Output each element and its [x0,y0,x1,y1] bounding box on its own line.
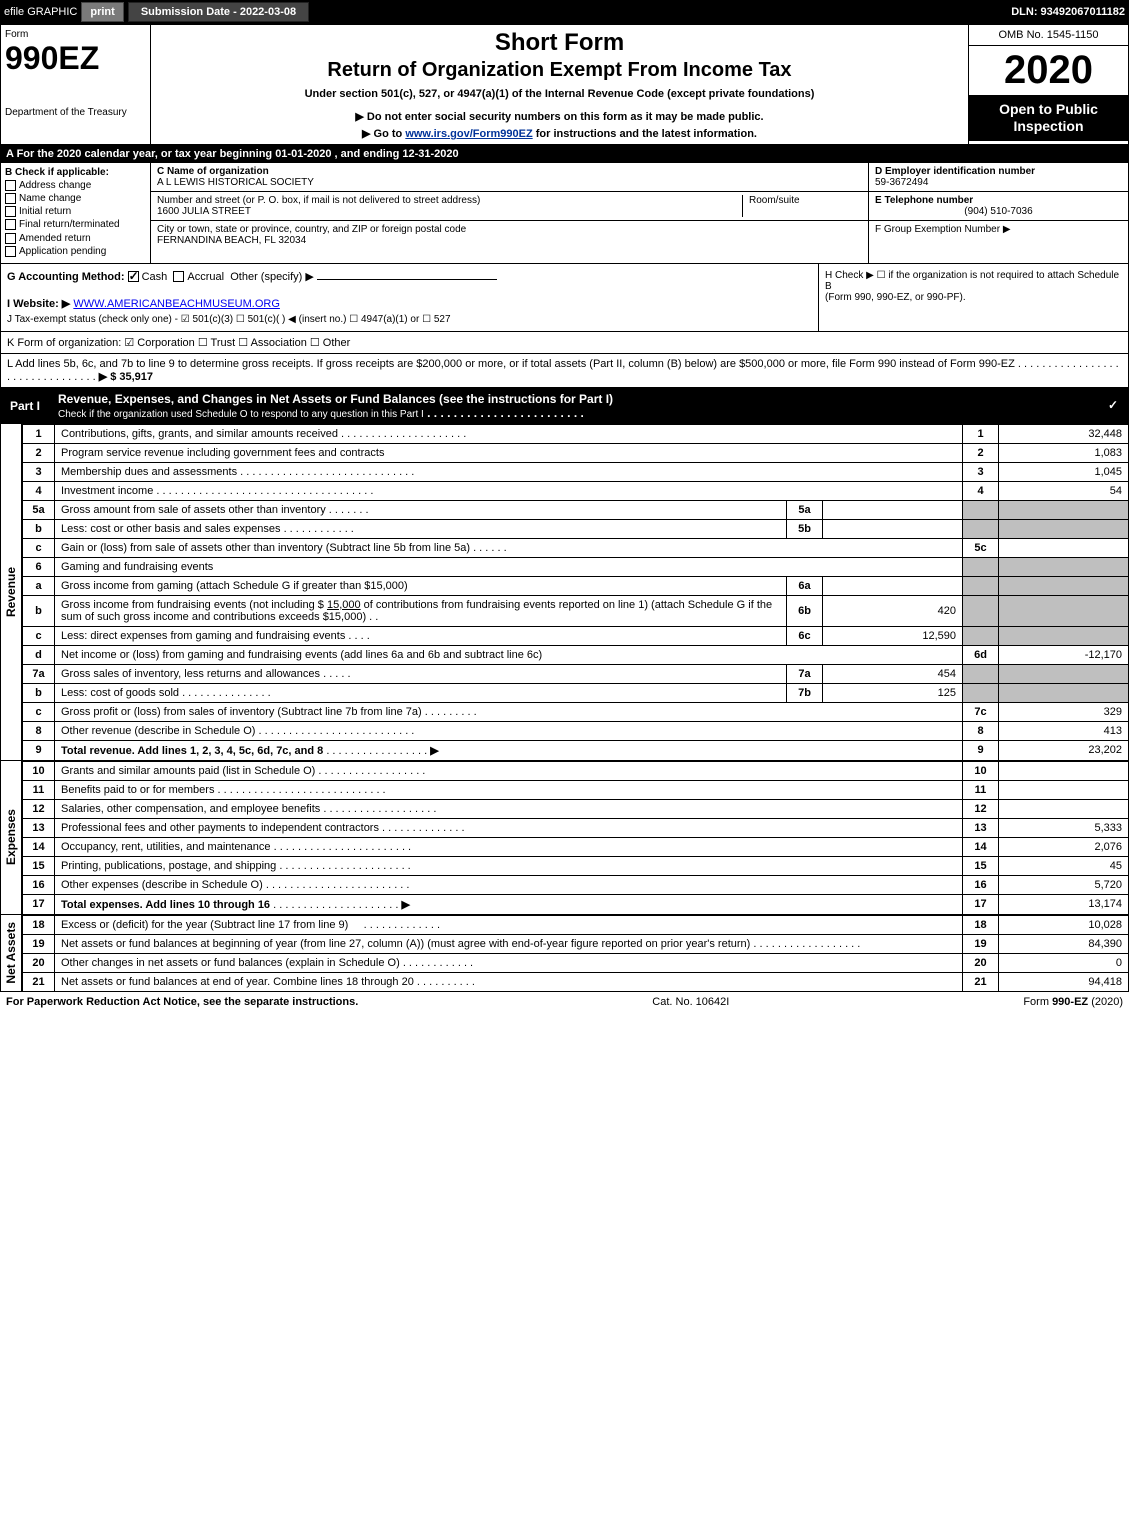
line-20: 20Other changes in net assets or fund ba… [23,953,1129,972]
chk-accrual[interactable] [173,271,184,282]
form-title-2: Return of Organization Exempt From Incom… [159,59,960,82]
line-19: 19Net assets or fund balances at beginni… [23,934,1129,953]
line-1: 1Contributions, gifts, grants, and simil… [23,424,1129,443]
row-l: L Add lines 5b, 6c, and 7b to line 9 to … [0,354,1129,388]
form-header: Form 990EZ Department of the Treasury Sh… [0,24,1129,145]
chk-address-change[interactable] [5,180,16,191]
line-9: 9Total revenue. Add lines 1, 2, 3, 4, 5c… [23,740,1129,760]
efile-label: efile GRAPHIC [4,6,77,18]
row-j: J Tax-exempt status (check only one) - ☑… [7,314,812,325]
line-8: 8Other revenue (describe in Schedule O) … [23,721,1129,740]
chk-cash[interactable] [128,271,139,282]
phone-value: (904) 510-7036 [875,206,1122,217]
org-address: 1600 JULIA STREET [157,206,742,217]
line-5a: 5aGross amount from sale of assets other… [23,500,1129,519]
chk-initial-return[interactable] [5,206,16,217]
line-13: 13Professional fees and other payments t… [23,818,1129,837]
netassets-side-label: Net Assets [0,915,22,992]
line-4: 4Investment income . . . . . . . . . . .… [23,481,1129,500]
form-note-2: ▶ Go to www.irs.gov/Form990EZ for instru… [159,127,960,140]
row-k: K Form of organization: ☑ Corporation ☐ … [0,332,1129,354]
line-6c: cLess: direct expenses from gaming and f… [23,626,1129,645]
row-g: G Accounting Method: Cash Accrual Other … [7,270,812,283]
line-17: 17Total expenses. Add lines 10 through 1… [23,894,1129,914]
line-10: 10Grants and similar amounts paid (list … [23,761,1129,780]
inspection-label: Open to Public Inspection [969,95,1128,141]
row-i: I Website: ▶ WWW.AMERICANBEACHMUSEUM.ORG [7,297,812,310]
irs-link[interactable]: www.irs.gov/Form990EZ [405,128,532,140]
part1-header: Part I Revenue, Expenses, and Changes in… [0,388,1129,424]
part1-schedule-o-check[interactable] [1107,400,1118,411]
c-city-label: City or town, state or province, country… [157,224,862,235]
part1-label: Part I [0,395,50,417]
d-label: D Employer identification number [875,166,1122,177]
chk-final-return[interactable] [5,219,16,230]
other-specify-input[interactable] [317,279,497,280]
line-16: 16Other expenses (describe in Schedule O… [23,875,1129,894]
dept-label: Department of the Treasury [5,107,146,118]
line-3: 3Membership dues and assessments . . . .… [23,462,1129,481]
row-a: A For the 2020 calendar year, or tax yea… [0,145,1129,163]
line-5c: cGain or (loss) from sale of assets othe… [23,538,1129,557]
footer-center: Cat. No. 10642I [652,996,729,1008]
revenue-side-label: Revenue [0,424,22,761]
omb-number: OMB No. 1545-1150 [969,25,1128,46]
c-name-label: C Name of organization [157,166,862,177]
form-number: 990EZ [5,40,146,77]
footer-left: For Paperwork Reduction Act Notice, see … [6,996,358,1008]
form-word: Form [5,29,146,40]
page-footer: For Paperwork Reduction Act Notice, see … [0,992,1129,1012]
c-addr-label: Number and street (or P. O. box, if mail… [157,195,742,206]
col-def: D Employer identification number 59-3672… [868,163,1128,263]
dln-label: DLN: 93492067011182 [1011,6,1125,18]
line-14: 14Occupancy, rent, utilities, and mainte… [23,837,1129,856]
line-7b: bLess: cost of goods sold . . . . . . . … [23,683,1129,702]
row-h: H Check ▶ ☐ if the organization is not r… [818,264,1128,331]
form-subtitle: Under section 501(c), 527, or 4947(a)(1)… [159,88,960,100]
top-bar: efile GRAPHIC print Submission Date - 20… [0,0,1129,24]
section-bcd: B Check if applicable: Address change Na… [0,163,1129,264]
line-6a: aGross income from gaming (attach Schedu… [23,576,1129,595]
form-title-1: Short Form [159,29,960,57]
form-note-1: ▶ Do not enter social security numbers o… [159,110,960,123]
expenses-section: Expenses 10Grants and similar amounts pa… [0,761,1129,915]
line-11: 11Benefits paid to or for members . . . … [23,780,1129,799]
line-18: 18Excess or (deficit) for the year (Subt… [23,915,1129,934]
line-15: 15Printing, publications, postage, and s… [23,856,1129,875]
line-6: 6Gaming and fundraising events [23,557,1129,576]
col-c: C Name of organization A L LEWIS HISTORI… [151,163,868,263]
revenue-section: Revenue 1Contributions, gifts, grants, a… [0,424,1129,761]
expenses-table: 10Grants and similar amounts paid (list … [22,761,1129,915]
ein-value: 59-3672494 [875,177,1122,188]
col-b: B Check if applicable: Address change Na… [1,163,151,263]
org-city: FERNANDINA BEACH, FL 32034 [157,235,862,246]
tax-year: 2020 [969,46,1128,95]
org-name: A L LEWIS HISTORICAL SOCIETY [157,177,862,188]
line-6d: dNet income or (loss) from gaming and fu… [23,645,1129,664]
chk-application-pending[interactable] [5,246,16,257]
line-2: 2Program service revenue including gover… [23,443,1129,462]
chk-amended-return[interactable] [5,233,16,244]
footer-right: Form 990-EZ (2020) [1023,996,1123,1008]
line-7a: 7aGross sales of inventory, less returns… [23,664,1129,683]
netassets-section: Net Assets 18Excess or (deficit) for the… [0,915,1129,992]
line-5b: bLess: cost or other basis and sales exp… [23,519,1129,538]
f-label: F Group Exemption Number ▶ [875,224,1122,235]
netassets-table: 18Excess or (deficit) for the year (Subt… [22,915,1129,992]
room-suite-label: Room/suite [742,195,862,217]
revenue-table: 1Contributions, gifts, grants, and simil… [22,424,1129,761]
line-7c: cGross profit or (loss) from sales of in… [23,702,1129,721]
expenses-side-label: Expenses [0,761,22,915]
line-12: 12Salaries, other compensation, and empl… [23,799,1129,818]
part1-title: Revenue, Expenses, and Changes in Net As… [50,388,1099,424]
submission-date: Submission Date - 2022-03-08 [128,2,309,22]
line-6b: bGross income from fundraising events (n… [23,595,1129,626]
e-label: E Telephone number [875,195,1122,206]
chk-name-change[interactable] [5,193,16,204]
website-link[interactable]: WWW.AMERICANBEACHMUSEUM.ORG [73,298,280,310]
print-button[interactable]: print [81,2,123,22]
row-gh: G Accounting Method: Cash Accrual Other … [0,264,1129,332]
line-21: 21Net assets or fund balances at end of … [23,972,1129,991]
col-b-title: B Check if applicable: [5,167,146,178]
